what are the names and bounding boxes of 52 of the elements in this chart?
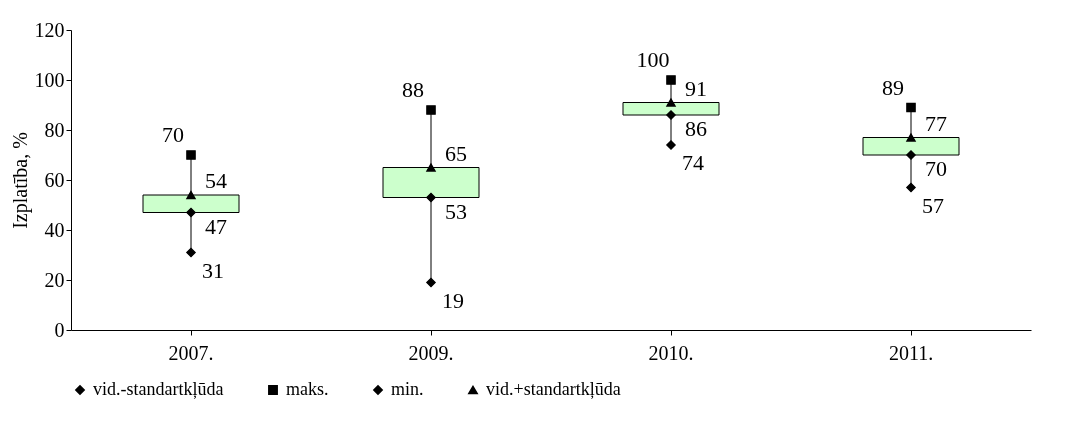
point: [906, 133, 916, 142]
data-label: 57: [922, 192, 944, 218]
point: [906, 182, 916, 193]
y-axis-title: Izplatība, %: [8, 132, 32, 229]
legend-label: vid.+standartkļūda: [486, 379, 621, 399]
point: [426, 192, 436, 203]
x-tick-label: 2009.: [408, 341, 454, 364]
y-tick-label: 40: [44, 218, 65, 241]
point: [186, 207, 196, 218]
bar: [142, 194, 240, 213]
legend-label: maks.: [286, 379, 329, 399]
x-tick-label: 2007.: [168, 341, 214, 364]
legend-label: min.: [391, 379, 424, 399]
data-label: 65: [445, 140, 467, 166]
data-label: 74: [682, 150, 704, 175]
point: [666, 110, 676, 120]
y-tick-label: 100: [34, 68, 65, 91]
point: [186, 190, 196, 200]
y-tick-label: 0: [54, 318, 65, 341]
bar: [862, 137, 960, 156]
data-label: 19: [442, 287, 464, 313]
data-label: 88: [402, 77, 424, 102]
data-label: 91: [685, 75, 707, 101]
point: [666, 140, 676, 150]
data-label: 77: [925, 110, 947, 136]
data-label: 100: [636, 47, 670, 72]
point: [426, 105, 436, 115]
point: [666, 98, 676, 107]
point: [666, 75, 676, 85]
y-tick-label: 20: [44, 268, 65, 291]
y-tick-label: 120: [34, 18, 65, 41]
legend-label: vid.-standartkļūda: [93, 379, 224, 399]
data-label: 70: [925, 156, 947, 181]
bar: [382, 167, 480, 198]
point: [426, 277, 436, 288]
data-label: 31: [202, 257, 224, 283]
bar: [622, 102, 720, 116]
data-label: 53: [445, 198, 467, 224]
data-label: 89: [882, 74, 904, 100]
point: [186, 150, 196, 160]
x-tick-label: 2011.: [888, 341, 934, 364]
point: [906, 102, 916, 113]
data-label: 47: [205, 213, 227, 239]
data-label: 86: [685, 116, 707, 141]
point: [426, 163, 436, 172]
point: [186, 247, 196, 258]
x-tick-label: 2010.: [648, 341, 694, 364]
data-label: 70: [162, 122, 184, 147]
data-label: 54: [205, 168, 227, 193]
y-tick-label: 80: [44, 118, 65, 141]
y-tick-label: 60: [44, 168, 65, 191]
point: [906, 150, 916, 160]
